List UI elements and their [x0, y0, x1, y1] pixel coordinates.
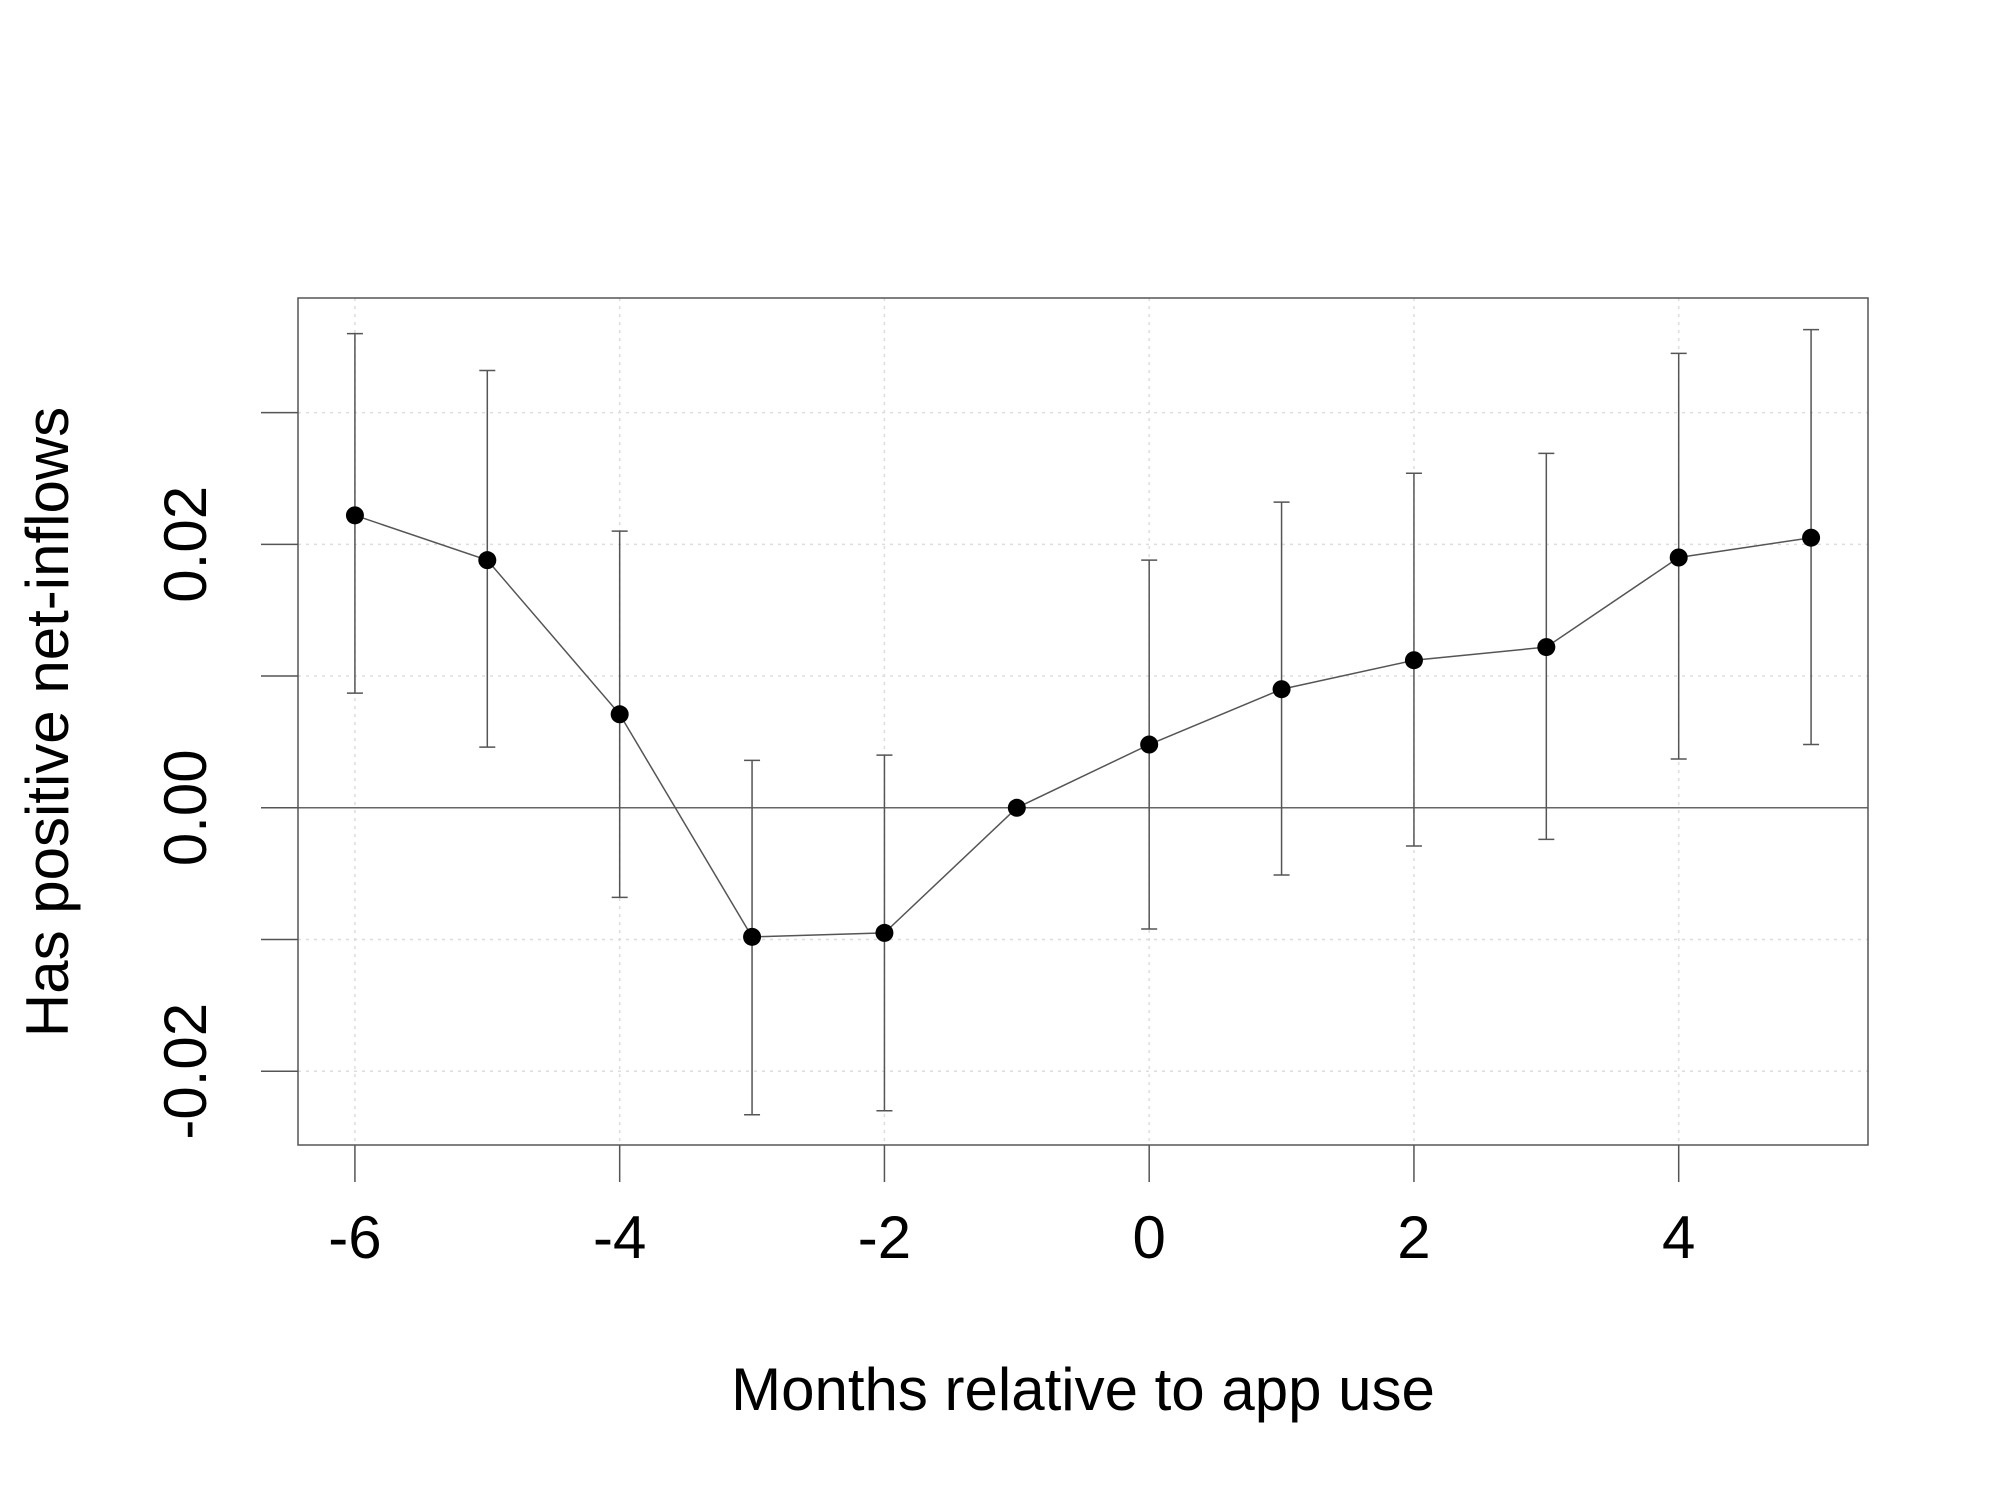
y-axis: -0.02 0.00 0.02: [152, 411, 298, 1140]
data-point: [743, 927, 762, 946]
x-tick-label: 2: [1397, 1204, 1430, 1271]
data-point: [1537, 638, 1556, 657]
data-point: [875, 923, 894, 942]
x-tick-label: -4: [593, 1204, 646, 1271]
x-tick-label: -2: [858, 1204, 911, 1271]
data-points: [345, 506, 1821, 946]
plot-frame: [297, 297, 1869, 1146]
data-point: [1007, 798, 1026, 817]
series-polyline: [354, 514, 1812, 938]
data-point: [478, 551, 497, 570]
x-axis-title: Months relative to app use: [731, 1356, 1435, 1423]
x-tick-label: 4: [1662, 1204, 1695, 1271]
data-point: [1404, 651, 1423, 670]
data-point: [345, 506, 364, 525]
grid: [298, 298, 1868, 1145]
x-axis: -6 -4 -2 0 2 4: [328, 1145, 1695, 1271]
data-point: [1140, 735, 1159, 754]
data-point: [1272, 680, 1291, 699]
y-axis-title: Has positive net-inflows: [14, 407, 81, 1037]
data-point: [1802, 528, 1821, 547]
data-point: [610, 705, 629, 724]
x-tick-label: -6: [328, 1204, 381, 1271]
error-bars: [346, 328, 1820, 1116]
y-tick-label: 0.02: [152, 486, 219, 603]
data-point: [1669, 548, 1688, 567]
series-line: [354, 514, 1812, 938]
y-tick-label: 0.00: [152, 749, 219, 866]
y-tick-label: -0.02: [152, 1003, 219, 1140]
x-tick-label: 0: [1133, 1204, 1166, 1271]
